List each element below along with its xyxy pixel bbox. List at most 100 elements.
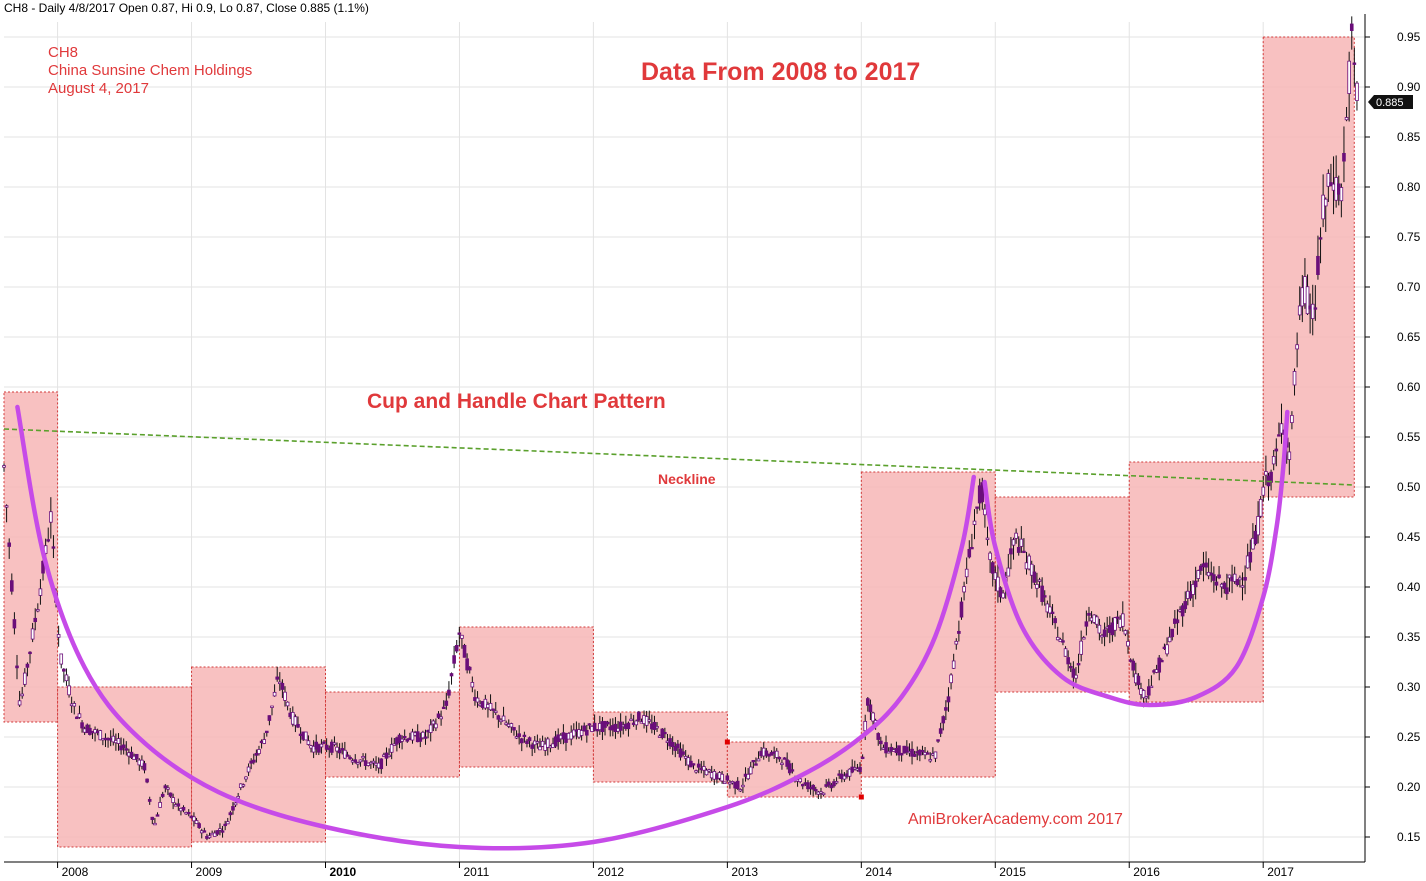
candle-body: [371, 760, 376, 764]
y-tick-label: 0.60: [1397, 380, 1421, 394]
candle-body: [462, 644, 467, 658]
candle-body: [23, 672, 27, 685]
candle-body: [1217, 574, 1221, 579]
candle-body: [1313, 307, 1318, 310]
candle-body: [509, 723, 514, 728]
candle-body: [676, 743, 680, 749]
candle-body: [275, 676, 279, 680]
candle-body: [36, 609, 40, 612]
candle-body: [1032, 571, 1037, 583]
candle-body: [1188, 591, 1193, 599]
candle-body: [988, 552, 992, 561]
candle-body: [886, 751, 891, 754]
candle-body: [454, 645, 459, 652]
candle-body: [111, 735, 116, 743]
candle-body: [150, 816, 155, 820]
candle-body: [545, 738, 550, 748]
candle-body: [530, 744, 534, 749]
candle-body: [75, 716, 79, 720]
candle-body: [764, 750, 769, 756]
candle-body: [59, 653, 64, 665]
candle-body: [1196, 570, 1201, 579]
candle-body: [983, 508, 987, 516]
candle-body: [218, 828, 222, 831]
candle-body: [192, 816, 196, 822]
candle-body: [1287, 451, 1292, 460]
candle-body: [725, 775, 730, 781]
chart-title: Data From 2008 to 2017: [641, 58, 921, 86]
candle-body: [142, 763, 147, 771]
candle-body: [1225, 587, 1229, 595]
candle-body: [1316, 255, 1320, 275]
candle-body: [317, 744, 321, 753]
candle-body: [1141, 690, 1146, 699]
candle-body: [790, 769, 795, 772]
candle-body: [17, 700, 22, 706]
candle-body: [56, 634, 61, 638]
candle-body: [741, 784, 745, 788]
candle-body: [51, 546, 56, 549]
candle-body: [1087, 612, 1091, 616]
candle-body: [879, 740, 883, 745]
candle-body: [905, 746, 909, 753]
candle-body: [967, 548, 972, 558]
candle-body: [2, 465, 6, 468]
candle-body: [897, 745, 901, 756]
y-tick-label: 0.45: [1397, 530, 1421, 544]
candle-body: [1001, 592, 1005, 599]
x-tick-label: 2017: [1267, 865, 1294, 879]
year-range-box: [3, 391, 59, 723]
candle-body: [899, 752, 904, 756]
candle-body: [335, 746, 339, 752]
candle-body: [231, 806, 235, 811]
candle-body: [1227, 574, 1232, 579]
y-tick-label: 0.75: [1397, 230, 1421, 244]
candle-body: [449, 673, 454, 677]
candle-body: [223, 823, 227, 827]
y-tick-label: 0.15: [1397, 830, 1421, 844]
x-tick-label: 2011: [463, 865, 489, 879]
candle-body: [1274, 448, 1279, 452]
candle-body: [434, 723, 438, 729]
candle-body: [155, 814, 160, 817]
candle-body: [1271, 456, 1276, 465]
candle-body: [491, 708, 495, 711]
candle-body: [850, 766, 855, 773]
candle-body: [1014, 532, 1018, 539]
candle-body: [1256, 516, 1260, 536]
report-date: August 4, 2017: [48, 80, 149, 97]
candle-body: [1084, 621, 1089, 627]
candle-body: [306, 740, 311, 745]
candle-body: [428, 724, 433, 733]
candle-body: [806, 782, 810, 790]
candle-body: [319, 743, 324, 748]
candle-body: [348, 756, 352, 760]
candle-body: [322, 741, 326, 744]
candle-body: [647, 719, 652, 722]
x-tick-label: 2012: [597, 865, 624, 879]
candle-body: [194, 820, 199, 824]
candle-body: [1175, 619, 1180, 624]
candle-body: [1310, 303, 1315, 319]
candle-body: [1222, 582, 1227, 589]
pattern-label: Cup and Handle Chart Pattern: [367, 390, 666, 413]
candle-body: [985, 537, 990, 540]
candle-body: [129, 751, 134, 758]
candle-body: [379, 758, 384, 770]
candle-body: [754, 763, 758, 766]
candle-body: [460, 634, 464, 639]
candle-body: [1212, 574, 1216, 581]
ticker-info: CH8 China Sunsine Chem Holdings August 4…: [48, 44, 252, 98]
candle-body: [7, 542, 12, 547]
candle-body: [959, 601, 964, 618]
candle-body: [1204, 562, 1208, 568]
y-tick-label: 0.80: [1397, 180, 1421, 194]
candle-body: [337, 749, 342, 754]
candle-body: [780, 762, 784, 765]
candle-body: [670, 742, 675, 748]
candle-body: [62, 668, 66, 672]
y-tick-label: 0.95: [1397, 30, 1421, 44]
candle-body: [1097, 624, 1102, 634]
candle-body: [1113, 617, 1117, 631]
